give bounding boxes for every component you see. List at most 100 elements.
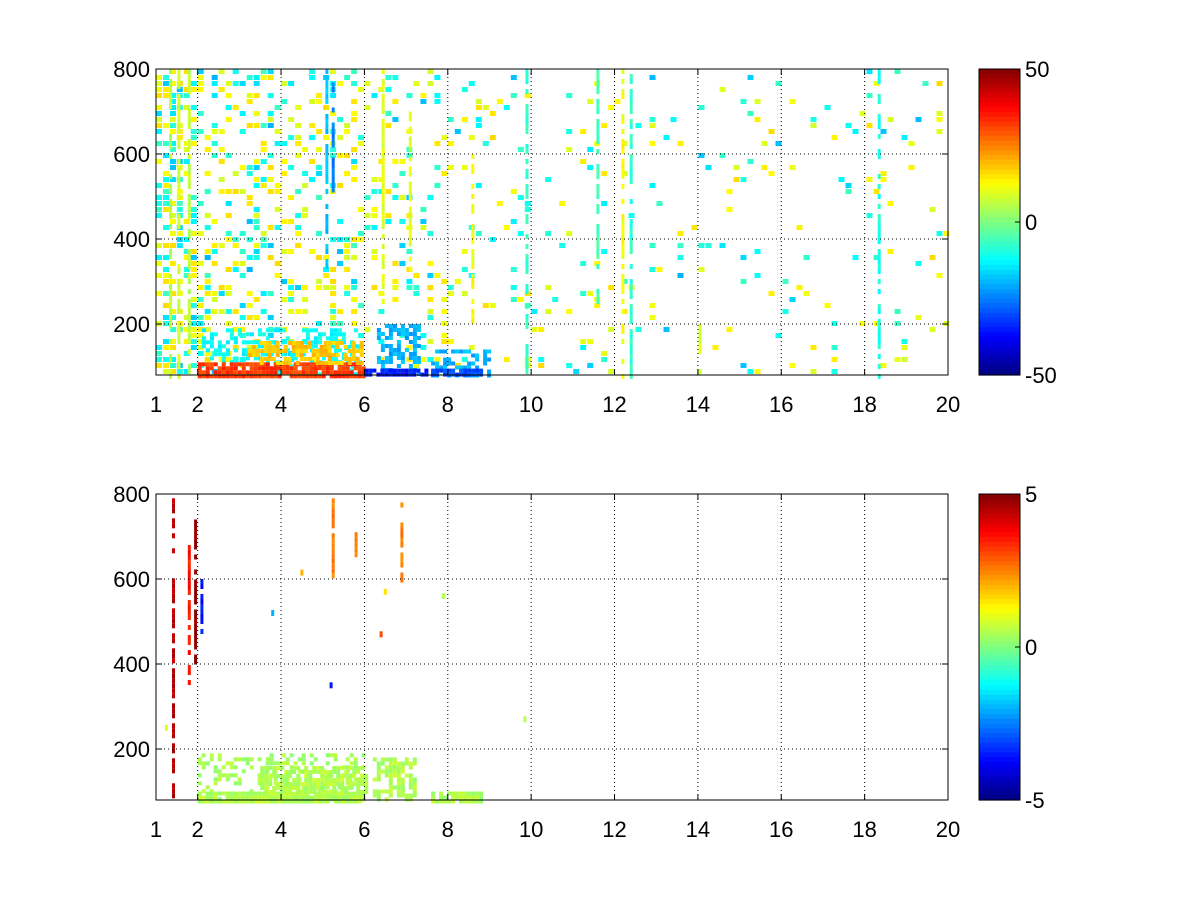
heatmap-cell: [359, 349, 364, 353]
heatmap-cell: [412, 761, 417, 766]
heatmap-cell: [170, 177, 176, 182]
heatmap-cell: [345, 795, 350, 800]
heatmap-cell: [621, 249, 625, 254]
heatmap-cell: [467, 349, 472, 354]
heatmap-cell: [381, 174, 385, 179]
heatmap-cell: [337, 135, 344, 140]
heatmap-cell: [388, 757, 393, 762]
heatmap-cell: [524, 93, 531, 98]
heatmap-cell: [525, 314, 529, 319]
heatmap-cell: [378, 309, 385, 314]
heatmap-cell: [309, 123, 316, 128]
colorbar-segment: [979, 236, 1020, 242]
heatmap-cell: [475, 231, 482, 236]
heatmap-cell: [573, 369, 580, 374]
heatmap-cell: [345, 781, 350, 786]
heatmap-cell: [447, 368, 452, 373]
heatmap-cell: [183, 255, 190, 260]
heatmap-cell: [333, 799, 338, 804]
heatmap-cell: [267, 69, 274, 74]
heatmap-cell: [384, 324, 389, 328]
colorbar-segment: [979, 78, 1020, 84]
heatmap-cell: [204, 255, 211, 260]
heatmap-cell: [337, 261, 344, 266]
heatmap-cell: [285, 336, 290, 341]
heatmap-cell: [859, 111, 866, 116]
heatmap-cell: [427, 195, 434, 200]
heatmap-cell: [239, 273, 246, 278]
heatmap-cell: [412, 757, 417, 762]
heatmap-cell: [427, 357, 434, 362]
heatmap-cell: [337, 249, 344, 254]
heatmap-cell: [302, 297, 309, 302]
heatmap-cell: [381, 94, 385, 99]
heatmap-cell: [351, 309, 358, 314]
heatmap-cell: [187, 274, 191, 279]
heatmap-cell: [451, 368, 456, 373]
heatmap-cell: [197, 761, 202, 766]
heatmap-cell: [340, 786, 345, 790]
heatmap-cell: [225, 340, 230, 345]
heatmap-cell: [264, 766, 269, 770]
heatmap-cell: [237, 777, 242, 782]
heatmap-cell: [239, 81, 246, 86]
x-tick-label: 4: [275, 392, 287, 417]
heatmap-cell: [172, 598, 175, 604]
heatmap-cell: [416, 336, 421, 340]
heatmap-cell: [268, 778, 273, 782]
heatmap-cell: [201, 336, 206, 341]
heatmap-cell: [277, 761, 282, 766]
heatmap-cell: [172, 653, 175, 659]
heatmap-cell: [324, 782, 329, 786]
heatmap-cell: [877, 354, 881, 359]
heatmap-cell: [463, 368, 468, 373]
heatmap-cell: [267, 75, 274, 80]
heatmap-cell: [309, 69, 316, 74]
heatmap-cell: [364, 81, 371, 86]
heatmap-cell: [434, 273, 441, 278]
heatmap-cell: [272, 766, 277, 770]
heatmap-cell: [381, 79, 385, 84]
heatmap-cell: [629, 139, 633, 144]
heatmap-cell: [229, 795, 234, 800]
heatmap-cell: [187, 550, 191, 555]
heatmap-cell: [400, 360, 405, 364]
heatmap-cell: [255, 349, 260, 353]
heatmap-cell: [194, 614, 198, 620]
heatmap-cell: [455, 365, 460, 370]
heatmap-cell: [187, 74, 191, 79]
heatmap-cell: [376, 356, 381, 360]
heatmap-cell: [376, 761, 381, 766]
heatmap-cell: [420, 333, 427, 338]
heatmap-cell: [218, 87, 225, 92]
colorbar-segment: [979, 174, 1020, 180]
heatmap-cell: [211, 123, 218, 128]
heatmap-cell: [197, 111, 204, 116]
heatmap-cell: [435, 361, 440, 366]
heatmap-cell: [301, 799, 306, 804]
heatmap-cell: [233, 374, 238, 379]
heatmap-cell: [431, 795, 436, 800]
heatmap-cell: [399, 171, 406, 176]
heatmap-cell: [475, 99, 482, 104]
heatmap-cell: [596, 189, 600, 194]
heatmap-cell: [330, 267, 337, 272]
heatmap-cell: [288, 782, 293, 786]
heatmap-cell: [197, 345, 204, 350]
heatmap-cell: [249, 340, 254, 345]
heatmap-cell: [344, 291, 351, 296]
heatmap-cell: [156, 363, 162, 368]
heatmap-cell: [269, 795, 274, 800]
heatmap-cell: [463, 349, 468, 354]
heatmap-cell: [330, 309, 337, 314]
heatmap-cell: [866, 123, 873, 128]
heatmap-cell: [894, 309, 901, 314]
heatmap-cell: [187, 204, 191, 209]
heatmap-cell: [275, 345, 280, 349]
heatmap-cell: [877, 309, 881, 314]
heatmap-cell: [321, 370, 326, 375]
heatmap-cell: [915, 117, 922, 122]
heatmap-cell: [274, 207, 281, 212]
heatmap-cell: [190, 87, 197, 92]
